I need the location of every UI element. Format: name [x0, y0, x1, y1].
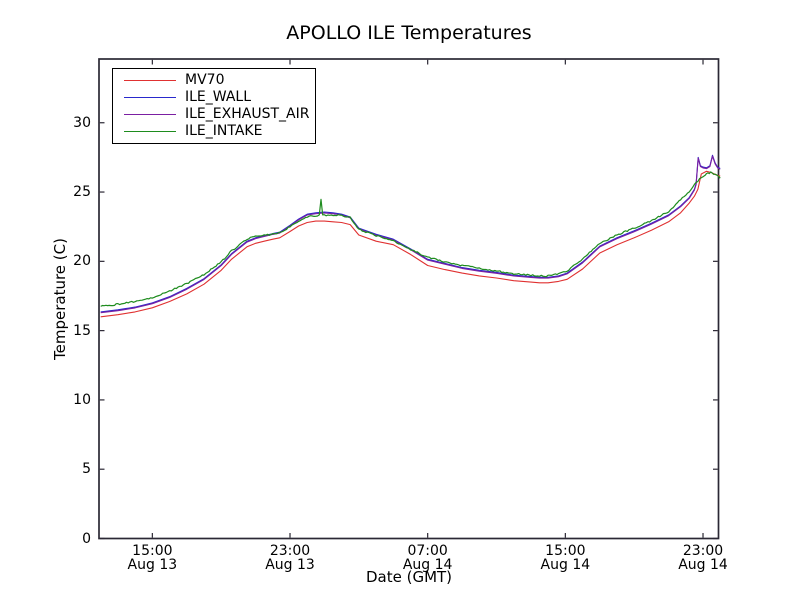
series-line-ILE_EXHAUST_AIR — [100, 155, 721, 314]
x-tick-date: Aug 14 — [678, 557, 728, 573]
x-tick-label: 15:00 Aug 14 — [520, 542, 610, 573]
series-line-MV70 — [100, 170, 721, 318]
x-tick-date: Aug 13 — [265, 557, 315, 573]
y-tick-label: 10 — [73, 391, 91, 408]
x-tick-date: Aug 13 — [127, 557, 178, 573]
x-tick-label: 23:00 Aug 14 — [658, 542, 748, 573]
legend-line-sample — [124, 131, 176, 132]
x-tick-label: 15:00 Aug 13 — [107, 542, 197, 573]
legend-item-ILE_EXHAUST_AIR: ILE_EXHAUST_AIR — [113, 107, 315, 122]
x-tick-label: 23:00 Aug 13 — [245, 542, 335, 573]
legend-item-ILE_INTAKE: ILE_INTAKE — [113, 124, 315, 139]
legend-item-ILE_WALL: ILE_WALL — [113, 90, 315, 105]
x-tick-time: 15:00 — [545, 542, 586, 559]
legend-label: MV70 — [185, 72, 225, 88]
x-tick-time: 23:00 — [269, 542, 311, 559]
legend-line-sample — [124, 97, 176, 98]
x-tick-time: 15:00 — [132, 542, 173, 559]
y-tick-label: 25 — [73, 184, 91, 201]
x-tick-date: Aug 14 — [402, 557, 453, 573]
series-line-ILE_INTAKE — [100, 171, 721, 307]
legend-label: ILE_WALL — [185, 89, 252, 105]
x-tick-date: Aug 14 — [540, 557, 591, 573]
y-tick-label: 30 — [73, 114, 91, 131]
y-tick-label: 15 — [73, 322, 91, 339]
axes-frame — [98, 58, 720, 540]
y-tick-label: 20 — [73, 253, 91, 270]
x-axis-label: Date (GMT) — [365, 568, 453, 586]
x-tick-time: 07:00 — [407, 542, 448, 559]
x-tick-label: 07:00 Aug 14 — [383, 542, 473, 573]
legend-label: ILE_INTAKE — [185, 123, 263, 139]
legend-line-sample — [124, 114, 176, 115]
y-tick-label: 5 — [82, 461, 91, 478]
legend-label: ILE_EXHAUST_AIR — [185, 106, 310, 122]
series-line-ILE_WALL — [100, 154, 721, 313]
legend-line-sample — [124, 80, 176, 81]
y-tick-label: 0 — [82, 530, 91, 547]
x-tick-time: 23:00 — [682, 542, 724, 559]
legend: MV70 ILE_WALL ILE_EXHAUST_AIR ILE_INTAKE — [112, 68, 316, 144]
legend-item-MV70: MV70 — [113, 73, 315, 88]
chart-title: APOLLO ILE Temperatures — [286, 22, 532, 44]
